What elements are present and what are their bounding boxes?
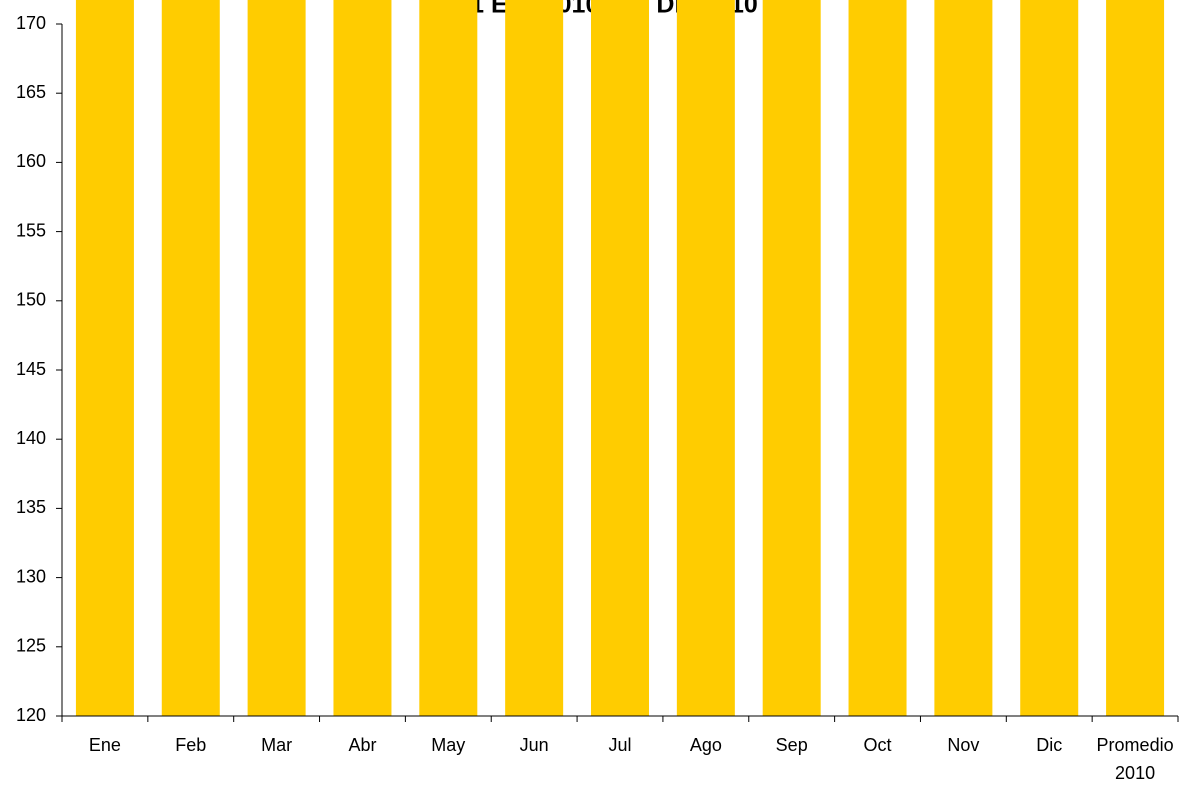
bar-segment [848,0,907,716]
x-tick-label: Nov [947,735,979,755]
y-tick-label: 160 [16,151,46,171]
x-tick-label: May [431,735,465,755]
x-tick-label: Ago [690,735,722,755]
x-tick-label: Jul [608,735,631,755]
bar-segment [419,0,478,716]
x-tick-label: Feb [175,735,206,755]
bar-segment [333,0,392,716]
bar-segment [762,0,821,716]
bar-segment [75,0,134,716]
y-tick-label: 140 [16,428,46,448]
y-tick-label: 120 [16,705,46,725]
bar-segment [934,0,993,716]
bar-segment [505,0,564,716]
y-tick-label: 170 [16,13,46,33]
x-tick-label: Mar [261,735,292,755]
x-tick-label: Oct [864,735,892,755]
x-tick-label: Promedio 2010 [1097,735,1174,783]
bar-segment [161,0,220,716]
bar-segment [1020,0,1079,716]
x-tick-label: Ene [89,735,121,755]
bar-segment [676,0,735,716]
bar-segment [1106,0,1165,716]
x-tick-label: Dic [1036,735,1062,755]
y-tick-label: 155 [16,220,46,240]
y-tick-label: 130 [16,566,46,586]
y-tick-label: 125 [16,636,46,656]
x-tick-label: Abr [348,735,376,755]
y-tick-label: 145 [16,359,46,379]
bar-segment [591,0,649,716]
x-tick-label: Jun [520,735,549,755]
y-tick-label: 150 [16,290,46,310]
y-tick-label: 135 [16,497,46,517]
bar-segment [247,0,306,716]
x-tick-label: Sep [776,735,808,755]
y-tick-label: 165 [16,82,46,102]
